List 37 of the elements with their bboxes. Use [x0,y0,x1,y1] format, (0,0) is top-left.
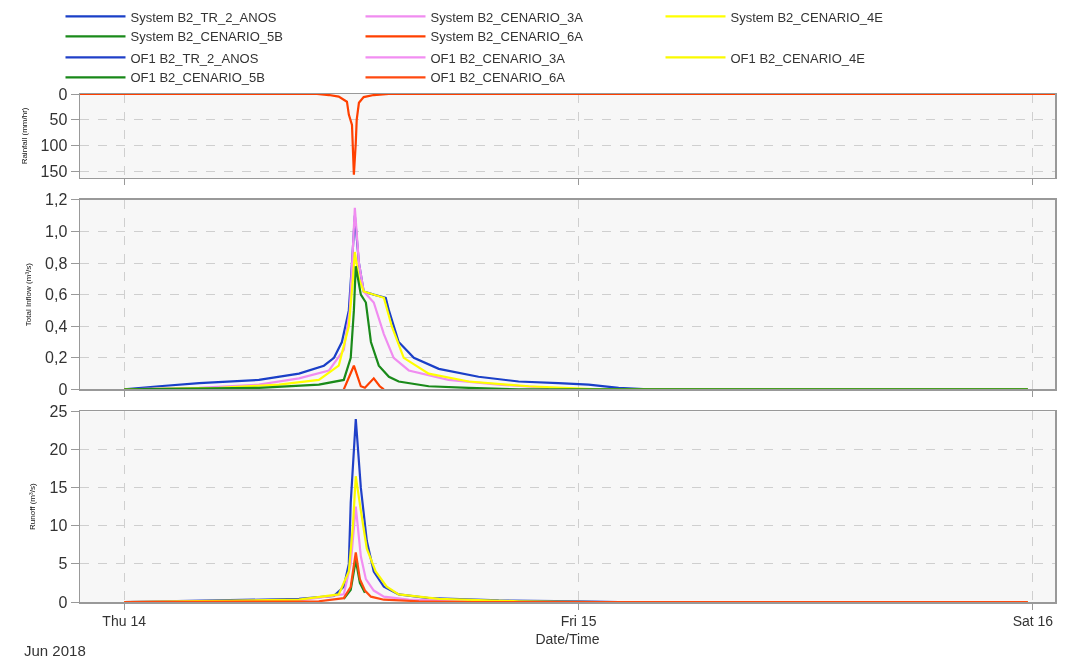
y-tick-label: 1,2 [45,191,68,209]
y-tick-label: 10 [49,517,68,535]
legend-label: System B2_CENARIO_5B [130,29,283,45]
y-tick-label: 150 [40,162,68,180]
legend-label: OF1 B2_CENARIO_5B [130,70,265,86]
legend-label: OF1 B2_CENARIO_4E [730,50,866,66]
line-series [342,364,385,390]
y-tick-label: 15 [49,479,68,497]
legend-label: OF1 B2_CENARIO_3A [430,50,566,66]
legend-label: OF1 B2_TR_2_ANOS [130,50,259,66]
x-tick-label: Fri 15 [560,613,597,630]
y-tick-label: 25 [49,403,68,421]
y-tick-label: 1,0 [45,223,68,241]
x-tick-label: Sat 16 [1012,613,1054,630]
legend-label: System B2_CENARIO_6A [430,29,584,45]
legend-label: System B2_CENARIO_4E [730,9,884,25]
y-tick-label: 0,6 [45,286,68,304]
y-tick-label: 100 [40,137,68,155]
y-axis-title: Rainfall (mm/hr) [19,107,29,165]
legend-label: OF1 B2_CENARIO_6A [430,70,566,86]
y-axis-title: Total Inflow (m³/s) [24,262,33,327]
y-tick-label: 0,4 [45,317,68,335]
y-tick-label: 5 [58,555,68,573]
x-tick-label: Thu 14 [102,613,147,630]
y-tick-label: 0 [58,381,68,399]
y-tick-label: 0 [58,85,68,103]
line-series [123,551,1029,602]
y-tick-label: 0 [58,593,68,611]
legend-label: System B2_TR_2_ANOS [130,9,277,25]
x-axis-title: Date/Time [535,631,600,648]
legend-label: System B2_CENARIO_3A [430,9,584,25]
y-axis-title: Runoff (m³/s) [28,483,38,530]
y-tick-label: 0,8 [45,254,68,272]
text: Jun 2018 [24,642,86,659]
y-tick-label: 20 [49,441,68,459]
y-tick-label: 0,2 [45,349,68,367]
y-tick-label: 50 [49,111,68,129]
